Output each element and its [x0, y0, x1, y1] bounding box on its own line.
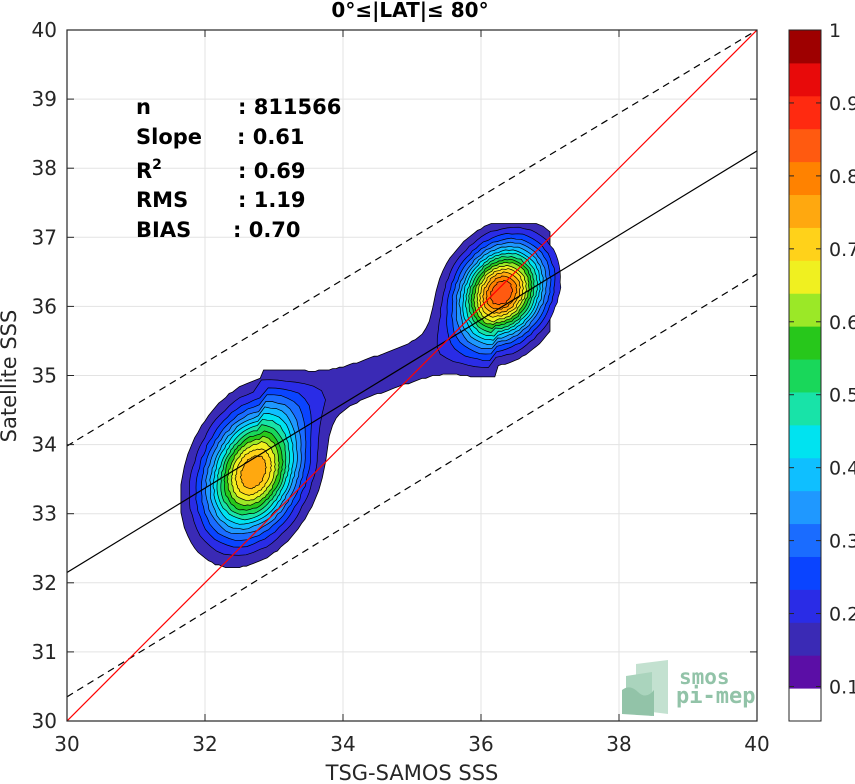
colorbar-swatch: [789, 227, 821, 261]
stat-bias-label: BIAS: [136, 218, 191, 242]
stat-rms-label: RMS: [136, 188, 188, 212]
colorbar-swatch: [789, 688, 821, 722]
x-axis-ticks: 30 32 34 36 38 40: [54, 30, 770, 756]
stat-n-value: : 811566: [238, 95, 341, 119]
logo-text-pimep: pi-mep: [676, 684, 755, 709]
colorbar-swatch: [789, 293, 821, 327]
y-tick-label: 37: [32, 225, 57, 249]
y-tick-label: 40: [32, 18, 57, 42]
y-axis-ticks: 30 31 32 33 34 35 36 37 38 39 40: [32, 18, 757, 733]
y-tick-label: 34: [32, 433, 57, 457]
stat-slope-label: Slope: [136, 125, 202, 149]
colorbar-swatch: [789, 194, 821, 228]
colorbar-swatch: [789, 30, 821, 64]
colorbar-tick-label: 0.1: [829, 677, 855, 699]
logo-text-smos: smos: [679, 665, 730, 689]
colorbar-swatch: [789, 128, 821, 163]
stat-r2-value: : 0.69: [238, 159, 306, 183]
reference-lines: [67, 30, 757, 721]
contour-band: [239, 455, 267, 490]
x-tick-label: 40: [744, 732, 769, 756]
density-contours: [180, 223, 562, 568]
y-tick-label: 39: [32, 87, 57, 111]
regression-line: [67, 150, 757, 573]
colorbar-swatch: [789, 359, 821, 393]
y-axis-label: Satellite SSS: [0, 310, 21, 443]
stat-rms-value: : 1.19: [238, 188, 306, 212]
colorbar-tick-label: 0.7: [829, 239, 855, 261]
colorbar-swatch: [789, 62, 821, 97]
y-tick-label: 36: [32, 294, 57, 318]
stat-r2-sup: 2: [152, 157, 162, 173]
colorbar-tick-label: 0.4: [829, 458, 855, 480]
colorbar-tick-label: 1: [829, 20, 841, 42]
colorbar-swatch: [789, 589, 821, 623]
colorbar-swatch: [789, 556, 821, 590]
y-tick-label: 31: [32, 640, 57, 664]
x-tick-label: 32: [192, 732, 217, 756]
stat-slope-value: : 0.61: [237, 125, 305, 149]
stats-box: n : 811566 Slope : 0.61 R2 : 0.69 RMS : …: [136, 95, 341, 242]
colorbar-swatch: [789, 490, 821, 525]
chart-title: 0°≤|LAT|≤ 80°: [331, 0, 488, 22]
x-axis-label: TSG-SAMOS SSS: [325, 761, 499, 784]
y-tick-label: 38: [32, 156, 57, 180]
stat-r2-base: R: [136, 159, 152, 183]
colorbar-swatch: [789, 95, 821, 130]
colorbar-tick-label: 0.6: [829, 312, 855, 334]
x-tick-label: 34: [330, 732, 355, 756]
colorbar-swatch: [789, 260, 821, 294]
contour-band: [489, 279, 514, 306]
lower-bound-line: [67, 273, 757, 698]
upper-bound-line: [67, 30, 757, 447]
colorbar-swatch: [789, 523, 821, 557]
colorbar-swatch: [789, 655, 821, 689]
y-tick-label: 32: [32, 571, 57, 595]
x-tick-label: 30: [54, 732, 79, 756]
stat-bias-value: : 0.70: [233, 218, 301, 242]
logo-waves-icon: [622, 660, 668, 716]
colorbar-frame: [788, 29, 822, 722]
colorbar-tick-label: 0.8: [829, 166, 855, 188]
colorbar-swatch: [789, 391, 821, 426]
x-tick-label: 38: [606, 732, 631, 756]
smos-pimep-logo: smos pi-mep: [622, 660, 755, 716]
colorbar-tick-label: 0.3: [829, 531, 855, 553]
colorbar: 0.1 0.2 0.3 0.4 0.5 0.6 0.7 0.8 0.9 1: [788, 20, 855, 722]
y-tick-label: 35: [32, 364, 57, 388]
colorbar-swatch: [789, 622, 821, 656]
colorbar-tick-label: 0.9: [829, 93, 855, 115]
stat-n-label: n: [136, 95, 151, 119]
colorbar-swatch: [789, 457, 821, 492]
x-tick-label: 36: [468, 732, 493, 756]
y-tick-label: 33: [32, 502, 57, 526]
colorbar-swatch: [789, 326, 821, 360]
colorbar-tick-label: 0.5: [829, 385, 855, 407]
colorbar-tick-label: 0.2: [829, 604, 855, 626]
y-tick-label: 30: [32, 709, 57, 733]
stat-r2-label: R2: [136, 157, 162, 183]
colorbar-swatch: [789, 424, 821, 459]
identity-line: [67, 30, 757, 721]
colorbar-swatch: [789, 161, 821, 196]
